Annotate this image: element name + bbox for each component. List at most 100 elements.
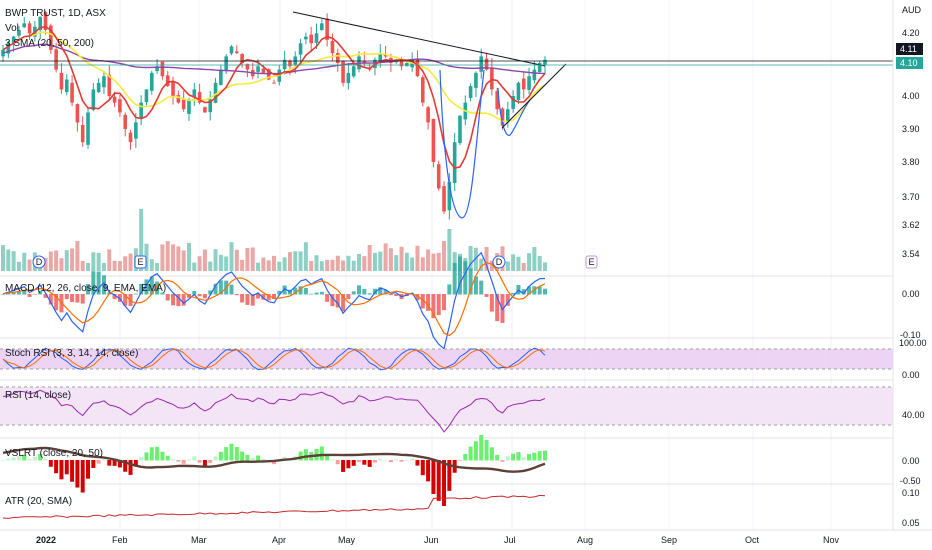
- candle-body: [118, 99, 122, 113]
- volume-bar: [197, 256, 202, 271]
- vslrt-line: [2, 446, 546, 473]
- month-label: Feb: [112, 535, 128, 545]
- volume-bar: [218, 254, 223, 271]
- candle-body: [149, 72, 154, 91]
- candle-body: [96, 82, 101, 93]
- vslrt-histogram-bar: [404, 459, 409, 461]
- macd-histogram-bar: [101, 275, 106, 295]
- dividend-marker[interactable]: [492, 255, 506, 269]
- stoch-rsi-pane[interactable]: Stoch RSI (3, 3, 14, 14, close): [0, 347, 893, 371]
- volume-bar: [43, 257, 48, 271]
- vslrt-histogram-bar: [420, 460, 425, 476]
- macd-histogram-bar: [181, 294, 186, 306]
- macd-histogram-bar: [160, 292, 165, 295]
- volume-bar: [399, 246, 404, 271]
- macd-histogram-bar: [165, 294, 170, 301]
- macd-histogram-bar: [266, 294, 271, 301]
- macd-histogram-bar: [351, 291, 356, 295]
- volume-bar: [176, 246, 181, 271]
- macd-histogram-bar: [330, 294, 335, 307]
- volume-bar: [70, 248, 75, 271]
- month-label: Sep: [661, 535, 677, 545]
- earnings-marker[interactable]: [134, 255, 147, 269]
- macd-histogram-bar: [489, 294, 494, 312]
- vslrt-histogram-bar: [48, 460, 53, 467]
- candle-body: [516, 82, 521, 101]
- candle-body: [224, 56, 228, 72]
- vslrt-pane[interactable]: VSLRT (close, 20, 50): [1, 434, 547, 506]
- volume-bar: [59, 258, 64, 271]
- candle-body: [59, 72, 64, 90]
- candle-body: [468, 86, 473, 98]
- vslrt-histogram-bar: [495, 454, 500, 461]
- vslrt-histogram-bar: [192, 456, 197, 461]
- vslrt-histogram-bar: [388, 460, 393, 463]
- candle-body: [208, 99, 213, 113]
- sma20-line: [2, 25, 546, 169]
- volume-bar: [101, 262, 106, 271]
- event-markers[interactable]: D E D E: [32, 255, 598, 269]
- time-axis[interactable]: 2022 Feb Mar Apr May Jun Jul Aug Sep Oct…: [36, 535, 840, 545]
- volume-bar: [314, 255, 319, 271]
- candle-body: [500, 108, 505, 126]
- volume-bar: [240, 259, 245, 271]
- macd-histogram: [1, 256, 547, 323]
- volume-bar: [165, 241, 170, 271]
- candle-body: [415, 59, 420, 77]
- candle-body: [75, 104, 80, 123]
- volume-bar: [229, 242, 234, 271]
- price-tick: 3.90: [902, 124, 920, 134]
- vslrt-histogram-bar: [91, 460, 96, 468]
- candle-body: [139, 102, 143, 119]
- macd-histogram-bar: [378, 287, 383, 295]
- candle-body: [197, 92, 202, 103]
- macd-histogram-bar: [6, 293, 11, 295]
- vslrt-histogram-bar: [133, 460, 138, 467]
- candle-body: [320, 23, 324, 31]
- volume-bar: [410, 257, 415, 271]
- atr-pane[interactable]: ATR (20, SMA): [2, 494, 546, 519]
- earnings-marker[interactable]: [585, 255, 598, 269]
- candle-body: [506, 109, 510, 123]
- candle-body: [192, 89, 197, 98]
- macd-histogram-bar: [11, 292, 16, 295]
- price-axis[interactable]: AUD 4.20 4.11 4.10 4.00 3.90 3.80 3.70 3…: [896, 5, 927, 528]
- volume-bar: [484, 246, 489, 271]
- volume-bar: [436, 252, 441, 271]
- dividend-marker[interactable]: [32, 255, 46, 269]
- candle-body: [27, 23, 32, 34]
- volume-bar: [160, 244, 165, 271]
- handle-pattern-drawing: [497, 87, 531, 136]
- macd-histogram-bar: [484, 294, 489, 297]
- atr-line: [2, 494, 546, 519]
- volume-bar: [325, 259, 330, 271]
- atr-tick: 0.05: [902, 518, 920, 528]
- vslrt-histogram-bar: [362, 460, 367, 465]
- volume-bar: [521, 262, 526, 271]
- macd-histogram-bar: [511, 292, 516, 295]
- rsi-legend: RSI (14, close): [5, 390, 71, 401]
- month-label: 2022: [36, 535, 56, 545]
- price-tick: 3.70: [902, 192, 920, 202]
- vslrt-histogram-bar: [330, 459, 335, 461]
- candle-body: [447, 181, 452, 211]
- macd-histogram-bar: [319, 291, 324, 295]
- volume-bar: [112, 260, 117, 271]
- rsi-pane[interactable]: RSI (14, close): [0, 386, 893, 433]
- vslrt-histogram-bar: [442, 460, 447, 506]
- macd-histogram-bar: [213, 283, 218, 295]
- macd-histogram-bar: [537, 286, 542, 295]
- price-pane[interactable]: [0, 10, 893, 271]
- vslrt-histogram-bar: [473, 441, 478, 461]
- candle-body: [86, 112, 90, 145]
- vslrt-histogram-bar: [484, 439, 489, 461]
- candle-body: [213, 82, 218, 103]
- last-price-tag-black: [896, 43, 923, 55]
- volume-bar: [388, 248, 393, 271]
- macd-pane[interactable]: MACD (12, 26, close, 9, EMA, EMA): [1, 251, 547, 350]
- vslrt-histogram-bar: [123, 460, 128, 472]
- macd-histogram-bar: [383, 290, 388, 295]
- volume-bar: [91, 252, 96, 271]
- volume-bar: [208, 261, 213, 271]
